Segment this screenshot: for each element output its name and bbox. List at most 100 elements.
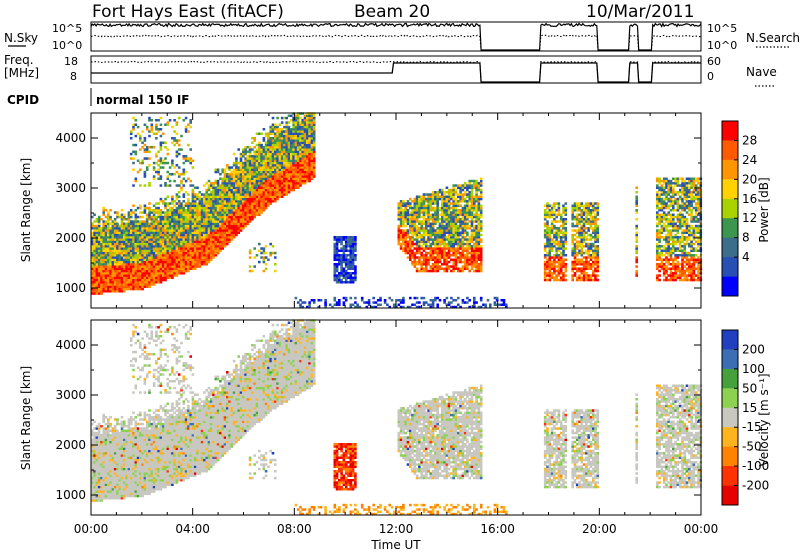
power-cell: [340, 267, 343, 270]
power-cell: [296, 116, 300, 120]
power-cell: [182, 222, 186, 225]
power-cell: [418, 215, 421, 219]
power-cell: [139, 254, 142, 257]
power-cell: [296, 184, 300, 187]
power-cell: [276, 148, 279, 151]
power-cell: [260, 166, 263, 169]
power-cell: [235, 215, 238, 219]
power-cell: [443, 247, 446, 250]
power-cell: [159, 222, 163, 225]
power-cell: [280, 139, 284, 142]
power-cell: [274, 191, 277, 194]
power-cell: [196, 186, 199, 189]
power-cell: [479, 191, 483, 194]
power-cell: [399, 233, 403, 237]
power-cell: [269, 130, 272, 133]
power-cell: [184, 263, 188, 266]
power-cell: [312, 164, 316, 167]
power-cell: [150, 222, 154, 225]
power-cell: [431, 267, 435, 270]
power-cell: [93, 236, 96, 239]
power-cell: [479, 249, 483, 252]
power-cell: [427, 195, 430, 198]
power-cell: [425, 233, 428, 237]
power-cell: [461, 251, 465, 255]
power-cell: [155, 128, 158, 131]
power-cell: [116, 267, 119, 270]
power-cell: [413, 220, 417, 223]
power-cell: [335, 254, 339, 257]
power-cell: [145, 150, 149, 153]
power-cell: [443, 227, 446, 230]
power-cell: [278, 191, 282, 194]
power-cell: [473, 254, 476, 257]
power-cell: [182, 260, 186, 264]
power-cell: [228, 209, 231, 212]
power-cell: [173, 215, 176, 219]
power-cell: [470, 218, 474, 221]
power-cell: [473, 303, 476, 306]
power-cell: [413, 200, 417, 203]
power-cell: [104, 209, 108, 212]
power-cell: [196, 247, 199, 250]
power-cell: [118, 260, 121, 264]
power-cell: [276, 168, 279, 171]
power-cell: [441, 220, 444, 223]
power-cell: [479, 247, 483, 250]
power-cell: [205, 209, 208, 212]
power-cell: [219, 224, 222, 228]
power-cell: [189, 222, 192, 225]
power-cell: [219, 197, 222, 201]
power-cell: [177, 272, 181, 275]
power-cell: [155, 229, 158, 232]
power-cell: [100, 236, 103, 239]
power-cell: [104, 242, 108, 246]
power-cell: [168, 202, 172, 205]
power-cell: [285, 128, 288, 131]
power-cell: [335, 247, 339, 250]
power-cell: [429, 265, 433, 268]
power-cell: [255, 152, 259, 156]
power-cell: [198, 202, 202, 205]
power-cell: [429, 254, 433, 257]
power-cell: [148, 242, 151, 246]
power-cell: [468, 179, 471, 183]
power-cell: [111, 236, 115, 239]
power-cell: [303, 116, 307, 120]
power-cell: [294, 175, 298, 178]
power-cell: [271, 173, 275, 176]
power-cell: [248, 249, 252, 252]
power-cell: [91, 287, 94, 291]
power-cell: [221, 168, 224, 171]
power-cell: [205, 240, 208, 243]
power-cell: [436, 247, 439, 250]
power-cell: [155, 274, 158, 277]
power-cell: [413, 254, 417, 257]
power-cell: [452, 233, 455, 237]
power-cell: [216, 218, 220, 221]
power-cell: [477, 227, 481, 230]
power-cell: [120, 231, 124, 234]
power-cell: [461, 197, 465, 201]
power-cell: [232, 195, 236, 198]
power-cell: [454, 233, 458, 237]
power-cell: [447, 265, 451, 268]
power-cell: [310, 134, 314, 138]
power-cell: [228, 168, 231, 171]
power-cell: [196, 249, 199, 252]
power-cell: [251, 211, 254, 214]
power-cell: [425, 240, 428, 243]
power-cell: [182, 231, 186, 234]
power-cell: [278, 170, 282, 174]
power-cell: [287, 191, 291, 194]
power-cell: [459, 197, 462, 201]
power-cell: [404, 231, 407, 234]
power-cell: [95, 287, 99, 291]
power-cell: [479, 179, 483, 183]
power-cell: [422, 233, 426, 237]
power-cell: [214, 215, 218, 219]
power-cell: [274, 193, 277, 196]
power-cell: [438, 236, 442, 239]
power-cell: [223, 186, 227, 189]
power-cell: [248, 168, 252, 171]
